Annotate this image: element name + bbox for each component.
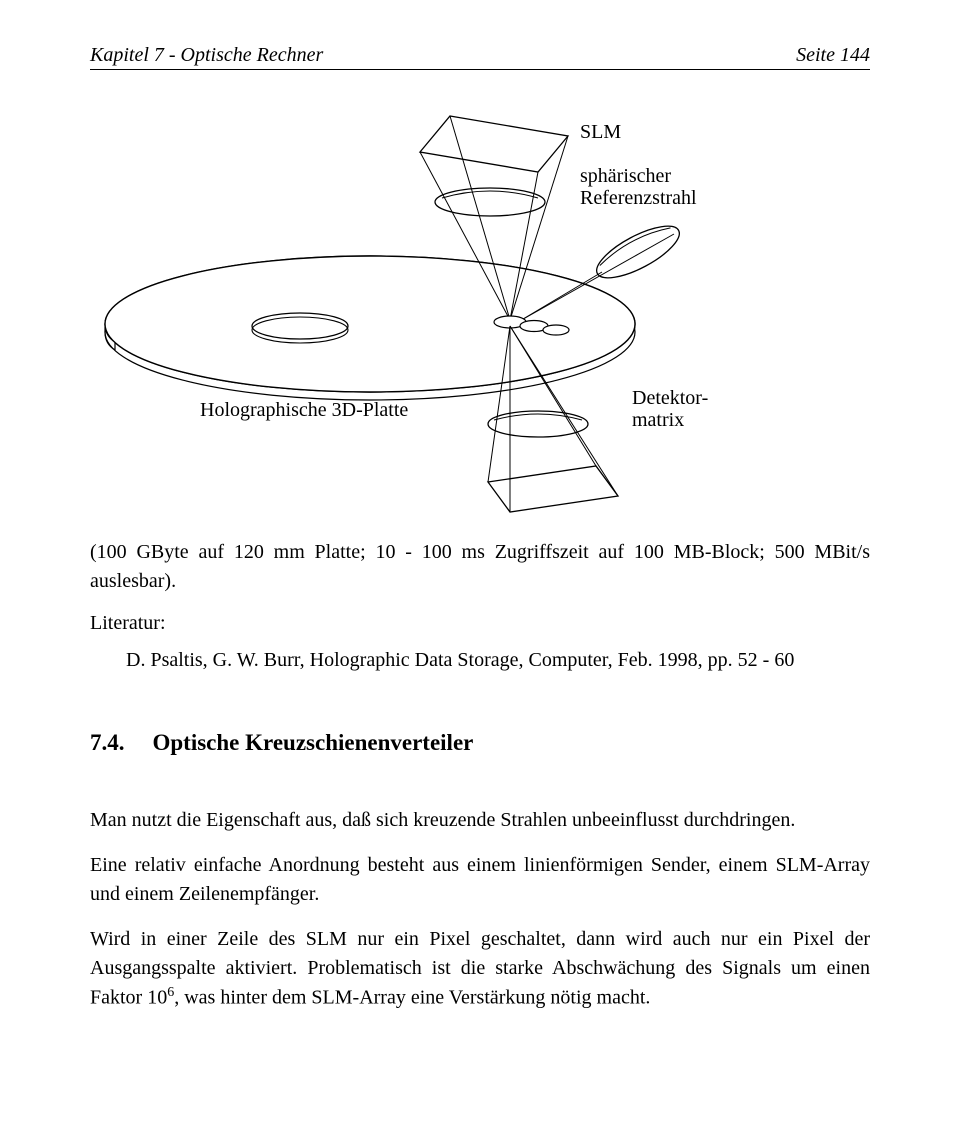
header-right: Seite 144	[796, 44, 870, 67]
literature-label: Literatur:	[90, 612, 870, 635]
paragraph-1: Man nutzt die Eigenschaft aus, daß sich …	[90, 806, 870, 835]
figure-label-ref1: sphärischer	[580, 165, 671, 187]
paragraph-2: Eine relativ einfache Anordnung besteht …	[90, 851, 870, 909]
paragraph-3b: , was hinter dem SLM-Array eine Verstärk…	[174, 987, 650, 1009]
spec-paragraph: (100 GByte auf 120 mm Platte; 10 - 100 m…	[90, 538, 870, 596]
figure-label-det1: Detektor-	[632, 387, 708, 409]
figure-label-slm: SLM	[580, 121, 621, 143]
figure-label-plate: Holographische 3D-Platte	[200, 399, 408, 421]
reference-entry: D. Psaltis, G. W. Burr, Holographic Data…	[126, 649, 870, 672]
page: Kapitel 7 - Optische Rechner Seite 144	[0, 0, 960, 1148]
paragraph-3: Wird in einer Zeile des SLM nur ein Pixe…	[90, 925, 870, 1013]
figure-label-det2: matrix	[632, 409, 684, 431]
figure-label-ref2: Referenzstrahl	[580, 187, 697, 209]
header-left: Kapitel 7 - Optische Rechner	[90, 44, 323, 67]
section-title: Optische Kreuzschienenverteiler	[153, 730, 474, 756]
figure-holographic-storage: SLM sphärischer Referenzstrahl Holograph…	[90, 94, 870, 514]
section-heading: 7.4. Optische Kreuzschienenverteiler	[90, 730, 870, 756]
page-header: Kapitel 7 - Optische Rechner Seite 144	[90, 44, 870, 70]
section-number: 7.4.	[90, 730, 125, 756]
